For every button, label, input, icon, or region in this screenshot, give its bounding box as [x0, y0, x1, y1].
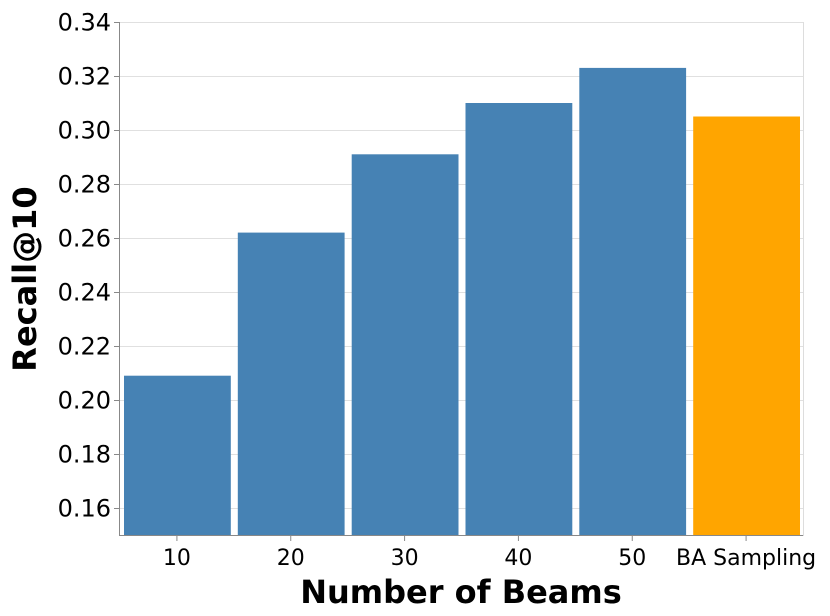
- y-axis-title: Recall@10: [6, 186, 44, 371]
- y-tick-label: 0.30: [58, 117, 111, 145]
- x-tick-label: 50: [618, 546, 646, 571]
- bar-ba-sampling: [693, 116, 800, 535]
- grid-lines: [120, 22, 803, 509]
- x-axis-title: Number of Beams: [300, 573, 622, 611]
- y-tick-label: 0.28: [58, 171, 111, 199]
- axes: [119, 22, 804, 536]
- y-tick-label: 0.34: [58, 9, 111, 37]
- y-tick-label: 0.18: [58, 441, 111, 469]
- x-tick-label: 40: [504, 546, 532, 571]
- x-tick-label: 20: [277, 546, 305, 571]
- x-tick-label: 10: [163, 546, 191, 571]
- bars: [124, 67, 800, 536]
- bar-50: [579, 67, 687, 536]
- x-tick-label: 30: [391, 546, 419, 571]
- y-tick-label: 0.24: [58, 279, 111, 307]
- bar-10: [124, 375, 231, 535]
- bar-30: [351, 154, 459, 536]
- bar-40: [465, 103, 573, 535]
- x-tick-label: BA Sampling: [676, 546, 816, 571]
- x-ticks: 10 20 30 40 50 BA Sampling: [163, 535, 816, 571]
- y-tick-label: 0.26: [58, 225, 111, 253]
- y-tick-label: 0.22: [58, 333, 111, 361]
- y-tick-label: 0.32: [58, 63, 111, 91]
- y-ticks: 0.16 0.18 0.20 0.22 0.24 0.26 0.28 0.30 0.32 0.34: [58, 9, 120, 523]
- y-tick-label: 0.16: [58, 495, 111, 523]
- y-tick-label: 0.20: [58, 387, 111, 415]
- bar-20: [237, 232, 345, 535]
